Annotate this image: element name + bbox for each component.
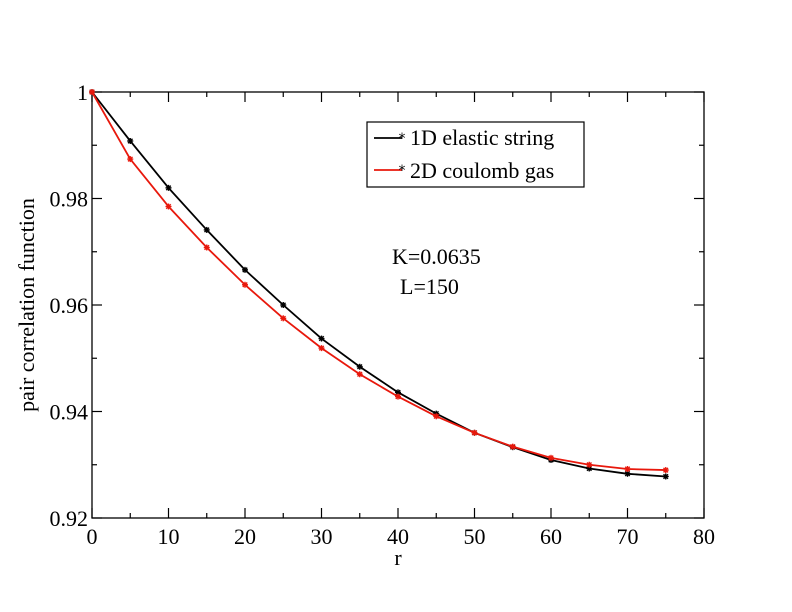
data-point-2d-coulomb-gas	[89, 89, 95, 95]
legend-marker-1d-elastic-string: *	[399, 131, 406, 147]
data-point-2d-coulomb-gas	[433, 413, 440, 420]
data-point-2d-coulomb-gas	[509, 443, 516, 450]
x-tick-label: 0	[87, 524, 98, 549]
data-point-2d-coulomb-gas	[662, 467, 669, 474]
data-point-2d-coulomb-gas	[356, 371, 363, 378]
x-axis-label: r	[394, 545, 402, 570]
data-point-2d-coulomb-gas	[586, 461, 593, 468]
data-point-2d-coulomb-gas	[165, 203, 172, 210]
data-point-2d-coulomb-gas	[471, 429, 478, 436]
data-point-2d-coulomb-gas	[242, 281, 248, 288]
annotation-k: K=0.0635	[392, 244, 481, 269]
axis-ticks	[91, 91, 705, 519]
series-line-2d-coulomb-gas	[91, 91, 666, 471]
x-tick-label: 50	[464, 524, 486, 549]
data-point-2d-coulomb-gas	[395, 393, 401, 400]
y-tick-label: 0.92	[50, 506, 89, 531]
data-point-2d-coulomb-gas	[624, 466, 631, 473]
data-point-1d-elastic-string	[395, 389, 401, 396]
x-tick-label: 30	[311, 524, 333, 549]
y-tick-label: 0.98	[50, 187, 89, 212]
series-2d-coulomb-gas	[89, 89, 669, 474]
data-point-1d-elastic-string	[356, 363, 363, 370]
y-axis-label: pair correlation function	[14, 198, 39, 412]
data-point-1d-elastic-string	[242, 266, 248, 273]
series-line-1d-elastic-string	[91, 91, 666, 478]
x-tick-label: 70	[617, 524, 639, 549]
y-tick-label: 0.96	[50, 293, 89, 318]
data-point-1d-elastic-string	[662, 473, 669, 480]
series-layer	[89, 89, 669, 480]
data-point-2d-coulomb-gas	[127, 156, 134, 163]
data-point-2d-coulomb-gas	[280, 315, 287, 322]
y-tick-label: 1	[77, 80, 88, 105]
legend: * 1D elastic string * 2D coulomb gas	[366, 121, 585, 188]
data-point-1d-elastic-string	[280, 302, 287, 308]
legend-label-1d-elastic-string: 1D elastic string	[410, 125, 554, 150]
x-tick-label: 60	[540, 524, 562, 549]
data-point-1d-elastic-string	[203, 226, 210, 233]
data-point-2d-coulomb-gas	[203, 244, 210, 251]
legend-box	[366, 121, 585, 188]
legend-marker-2d-coulomb-gas: *	[399, 163, 406, 179]
tick-labels: 0 10 20 30 40 50 60 70 80 0.92 0.94 0.96 0.98 1	[50, 80, 716, 549]
data-point-2d-coulomb-gas	[548, 454, 554, 461]
data-point-2d-coulomb-gas	[318, 345, 325, 352]
legend-label-2d-coulomb-gas: 2D coulomb gas	[410, 158, 554, 183]
data-point-1d-elastic-string	[318, 335, 325, 342]
x-tick-label: 40	[387, 524, 409, 549]
annotation-l: L=150	[400, 274, 459, 299]
y-tick-label: 0.94	[50, 400, 89, 425]
x-tick-label: 10	[158, 524, 180, 549]
x-tick-label: 80	[693, 524, 715, 549]
x-tick-label: 20	[234, 524, 256, 549]
data-point-1d-elastic-string	[165, 184, 172, 191]
data-point-1d-elastic-string	[127, 137, 134, 144]
